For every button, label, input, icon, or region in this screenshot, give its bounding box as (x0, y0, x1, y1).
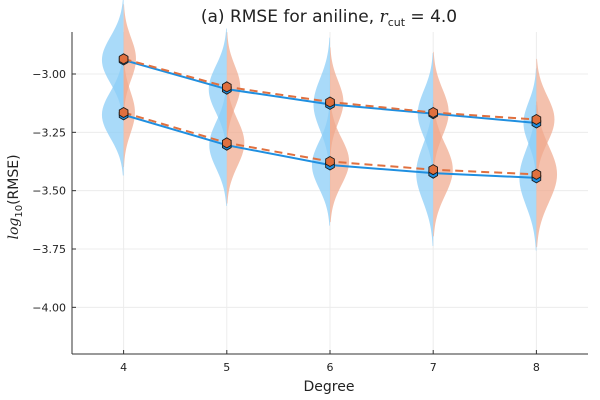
marker-lower-orange (531, 168, 542, 180)
marker-lower-orange (428, 164, 438, 176)
y-tick-label: −4.00 (32, 301, 66, 314)
x-tick-label: 4 (120, 361, 127, 374)
violin-lower-orange (536, 101, 558, 248)
violin-lower-orange (123, 57, 135, 168)
violin-lower-blue (209, 84, 227, 206)
marker-upper-orange (428, 106, 438, 119)
axis-layer: 4 5 6 7 8 −3.00 −3.25 −3.50 −3.75 −4.00 (32, 32, 588, 374)
marker-upper-orange (222, 81, 232, 93)
chart-title-rest: = 4.0 (405, 7, 457, 27)
x-tick-label: 8 (533, 361, 540, 374)
marker-layer (118, 53, 542, 184)
y-axis-title-sub: 10 (14, 205, 25, 218)
marker-upper-orange (531, 113, 542, 126)
violin-lower-orange (226, 82, 245, 204)
violin-lower-blue (311, 104, 330, 226)
y-tick-label: −3.25 (32, 126, 66, 139)
marker-lower-orange (118, 106, 129, 119)
y-axis-title: log10(RMSE) (6, 154, 25, 239)
violin-layer (101, 0, 558, 251)
marker-lower-orange (325, 155, 335, 168)
y-axis-title-log: log (6, 218, 22, 240)
y-tick-label: −3.00 (32, 68, 66, 81)
x-tick-label: 7 (430, 361, 437, 374)
y-axis-title-suffix: (RMSE) (6, 154, 22, 204)
chart-title: (a) RMSE for aniline, rcut = 4.0 (201, 7, 457, 29)
chart-title-var: r (380, 7, 389, 27)
marker-upper-orange (325, 96, 335, 108)
x-tick-label: 5 (223, 361, 230, 374)
y-tick-label: −3.75 (32, 243, 66, 256)
violin-lower-blue (101, 54, 124, 176)
marker-lower-orange (222, 137, 232, 149)
chart-title-prefix: (a) RMSE for aniline, (201, 7, 380, 27)
y-tick-label: −3.50 (32, 185, 66, 198)
x-tick-label: 6 (327, 361, 334, 374)
x-axis-title: Degree (304, 379, 355, 395)
chart-title-sub: cut (388, 16, 406, 29)
marker-upper-orange (118, 53, 129, 65)
